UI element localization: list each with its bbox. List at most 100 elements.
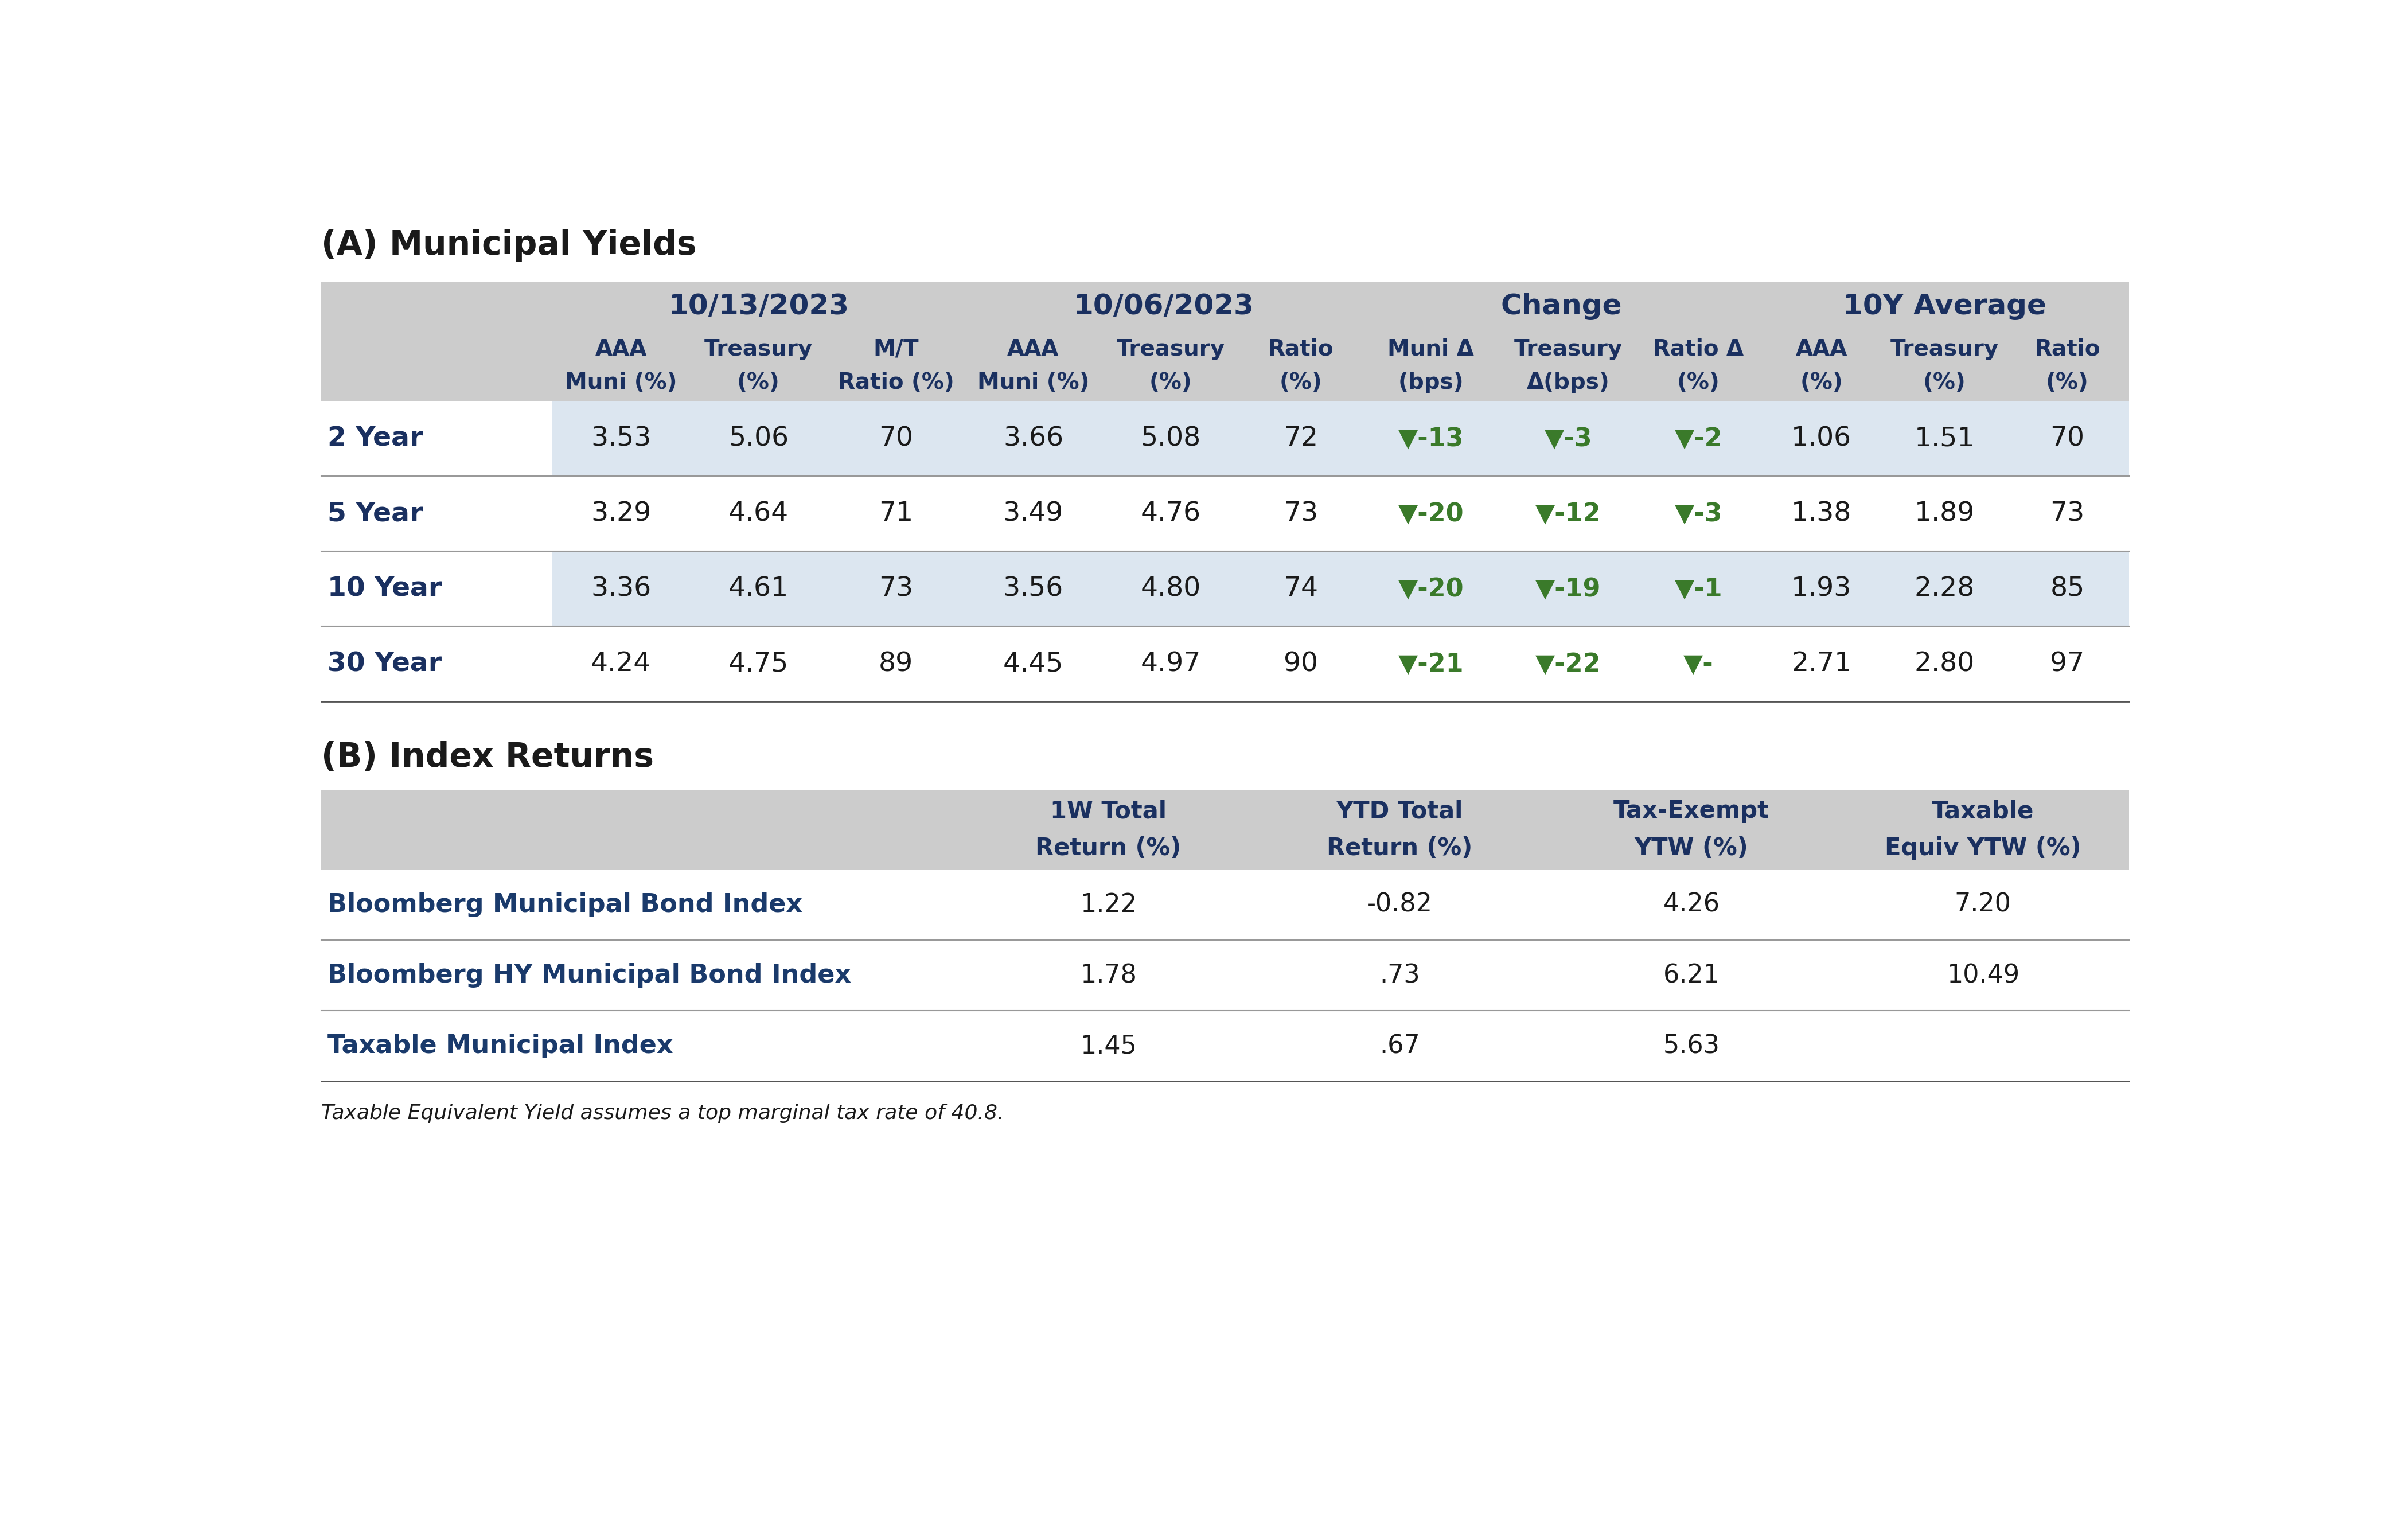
Text: .73: .73 xyxy=(1379,962,1420,987)
Text: 2.80: 2.80 xyxy=(1914,651,1974,678)
Text: 73: 73 xyxy=(1283,500,1317,527)
Text: ▼-19: ▼-19 xyxy=(1534,576,1601,601)
Text: 4.64: 4.64 xyxy=(729,500,789,527)
Text: Bloomberg Municipal Bond Index: Bloomberg Municipal Bond Index xyxy=(327,892,803,916)
Text: ▼-22: ▼-22 xyxy=(1534,651,1601,676)
Text: Treasury: Treasury xyxy=(1515,339,1623,360)
Text: ▼-21: ▼-21 xyxy=(1398,651,1463,676)
Text: Ratio: Ratio xyxy=(2034,339,2101,360)
Text: 5 Year: 5 Year xyxy=(327,500,423,527)
Bar xyxy=(552,551,2129,627)
Text: ▼-20: ▼-20 xyxy=(1398,576,1463,601)
Text: Taxable Municipal Index: Taxable Municipal Index xyxy=(327,1033,674,1058)
Text: (%): (%) xyxy=(1279,371,1322,394)
Text: 5.63: 5.63 xyxy=(1663,1033,1721,1058)
Text: Change: Change xyxy=(1501,293,1623,320)
Text: Taxable: Taxable xyxy=(1931,799,2034,822)
Text: (B) Index Returns: (B) Index Returns xyxy=(320,741,652,775)
Text: 70: 70 xyxy=(2051,427,2084,451)
Bar xyxy=(320,282,2129,402)
Text: (A) Municipal Yields: (A) Municipal Yields xyxy=(320,229,695,262)
Text: Ratio (%): Ratio (%) xyxy=(839,371,954,394)
Text: 97: 97 xyxy=(2051,651,2084,678)
Bar xyxy=(552,627,2129,702)
Text: 10/06/2023: 10/06/2023 xyxy=(1073,293,1255,320)
Text: .67: .67 xyxy=(1379,1033,1420,1058)
Text: 4.45: 4.45 xyxy=(1004,651,1064,678)
Text: 1.51: 1.51 xyxy=(1914,427,1974,451)
Text: 2.28: 2.28 xyxy=(1914,576,1974,602)
Text: 10.49: 10.49 xyxy=(1945,962,2020,987)
Text: 70: 70 xyxy=(880,427,913,451)
Text: 71: 71 xyxy=(880,500,913,527)
Text: 1.22: 1.22 xyxy=(1080,892,1138,916)
Text: -0.82: -0.82 xyxy=(1367,892,1432,916)
Text: 72: 72 xyxy=(1283,427,1317,451)
Text: 89: 89 xyxy=(880,651,913,678)
Text: 4.75: 4.75 xyxy=(729,651,789,678)
Text: 90: 90 xyxy=(1283,651,1317,678)
Text: 10/13/2023: 10/13/2023 xyxy=(669,293,848,320)
Text: Return (%): Return (%) xyxy=(1326,836,1472,861)
Text: (bps): (bps) xyxy=(1398,371,1463,394)
Text: 3.56: 3.56 xyxy=(1004,576,1064,602)
Text: YTW (%): YTW (%) xyxy=(1635,836,1749,861)
Text: 5.06: 5.06 xyxy=(729,427,789,451)
Text: 4.24: 4.24 xyxy=(590,651,652,678)
Text: AAA: AAA xyxy=(1795,339,1847,360)
Text: YTD Total: YTD Total xyxy=(1336,799,1463,822)
Bar xyxy=(552,476,2129,551)
Text: 1.78: 1.78 xyxy=(1080,962,1138,987)
Text: 3.49: 3.49 xyxy=(1004,500,1064,527)
Text: AAA: AAA xyxy=(1006,339,1059,360)
Text: Ratio: Ratio xyxy=(1269,339,1334,360)
Text: Treasury: Treasury xyxy=(1116,339,1226,360)
Text: 4.76: 4.76 xyxy=(1140,500,1200,527)
Text: 6.21: 6.21 xyxy=(1663,962,1721,987)
Text: (%): (%) xyxy=(2046,371,2089,394)
Text: Taxable Equivalent Yield assumes a top marginal tax rate of 40.8.: Taxable Equivalent Yield assumes a top m… xyxy=(320,1103,1004,1123)
Text: Return (%): Return (%) xyxy=(1035,836,1181,861)
Text: M/T: M/T xyxy=(872,339,918,360)
Text: 7.20: 7.20 xyxy=(1955,892,2012,916)
Text: (%): (%) xyxy=(1924,371,1967,394)
Text: 1.45: 1.45 xyxy=(1080,1033,1138,1058)
Text: (%): (%) xyxy=(736,371,779,394)
Text: 2 Year: 2 Year xyxy=(327,427,423,451)
Text: 85: 85 xyxy=(2051,576,2084,602)
Text: ▼-: ▼- xyxy=(1683,651,1714,676)
Text: ▼-20: ▼-20 xyxy=(1398,502,1463,527)
Text: AAA: AAA xyxy=(595,339,648,360)
Text: Muni (%): Muni (%) xyxy=(564,371,676,394)
Text: 1.89: 1.89 xyxy=(1914,500,1974,527)
Text: Bloomberg HY Municipal Bond Index: Bloomberg HY Municipal Bond Index xyxy=(327,962,851,987)
Text: (%): (%) xyxy=(1678,371,1721,394)
Text: 3.29: 3.29 xyxy=(590,500,652,527)
Text: 30 Year: 30 Year xyxy=(327,651,442,678)
Text: 1W Total: 1W Total xyxy=(1049,799,1166,822)
Text: 73: 73 xyxy=(880,576,913,602)
Text: 1.06: 1.06 xyxy=(1790,427,1852,451)
Text: 3.53: 3.53 xyxy=(590,427,652,451)
Text: 4.97: 4.97 xyxy=(1140,651,1200,678)
Bar xyxy=(552,402,2129,476)
Text: ▼-3: ▼-3 xyxy=(1675,502,1723,527)
Text: 4.80: 4.80 xyxy=(1140,576,1200,602)
Text: ▼-12: ▼-12 xyxy=(1534,502,1601,527)
Text: Muni Δ: Muni Δ xyxy=(1389,339,1475,360)
Text: Treasury: Treasury xyxy=(1890,339,1998,360)
Text: 4.61: 4.61 xyxy=(729,576,789,602)
Text: 5.08: 5.08 xyxy=(1140,427,1200,451)
Text: ▼-2: ▼-2 xyxy=(1675,427,1723,451)
Text: 3.66: 3.66 xyxy=(1004,427,1064,451)
Text: ▼-13: ▼-13 xyxy=(1398,427,1463,451)
Text: 10Y Average: 10Y Average xyxy=(1843,293,2046,320)
Text: 2.71: 2.71 xyxy=(1790,651,1852,678)
Text: 3.36: 3.36 xyxy=(590,576,650,602)
Text: Muni (%): Muni (%) xyxy=(978,371,1090,394)
Text: 1.38: 1.38 xyxy=(1790,500,1852,527)
Text: Δ(bps): Δ(bps) xyxy=(1527,371,1611,394)
Text: (%): (%) xyxy=(1150,371,1193,394)
Bar xyxy=(320,790,2129,870)
Text: (%): (%) xyxy=(1800,371,1843,394)
